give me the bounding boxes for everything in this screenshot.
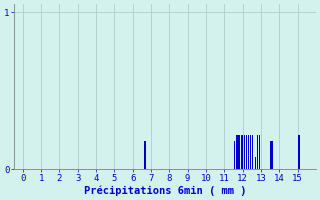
- Bar: [257, 135, 258, 169]
- Bar: [245, 135, 247, 169]
- Bar: [250, 135, 251, 169]
- Bar: [272, 141, 273, 169]
- Bar: [234, 141, 235, 169]
- X-axis label: Précipitations 6min ( mm ): Précipitations 6min ( mm ): [84, 185, 246, 196]
- Bar: [241, 135, 243, 169]
- Bar: [236, 135, 237, 169]
- Bar: [248, 135, 249, 169]
- Bar: [144, 141, 146, 169]
- Bar: [252, 135, 253, 169]
- Bar: [259, 135, 260, 169]
- Bar: [255, 157, 256, 169]
- Bar: [239, 135, 240, 169]
- Bar: [270, 141, 272, 169]
- Bar: [237, 135, 239, 169]
- Bar: [299, 135, 300, 169]
